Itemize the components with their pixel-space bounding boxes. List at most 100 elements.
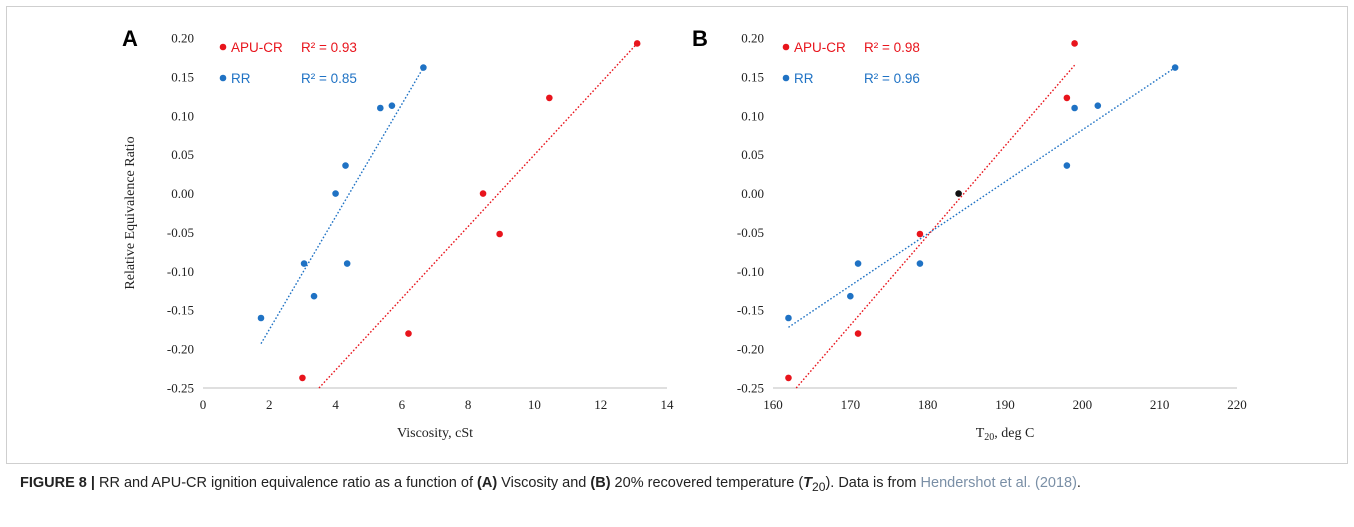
data-point-rr <box>377 104 384 112</box>
caption-text-2: Viscosity and <box>497 475 591 491</box>
y-tick-label: 0.00 <box>741 186 764 201</box>
data-point-apu-cr <box>479 190 487 197</box>
data-point-apu-cr <box>854 330 862 337</box>
y-tick-label: 0.10 <box>171 108 194 123</box>
trendline-rr <box>260 67 425 345</box>
caption-text-3: 20% recovered temperature ( <box>610 475 804 491</box>
caption-text-1: RR and APU-CR ignition equivalence ratio… <box>94 475 478 491</box>
data-point-apu-cr <box>1063 94 1071 102</box>
caption-b: (B) <box>590 475 611 491</box>
data-point-rr <box>300 260 308 267</box>
data-point-rr <box>342 162 349 169</box>
figure-caption: FIGURE 8 | RR and APU-CR ignition equiva… <box>20 472 1340 498</box>
y-tick-label: -0.20 <box>167 342 194 357</box>
panel-letter: B <box>692 26 708 51</box>
y-tick-label: 0.10 <box>741 108 764 123</box>
x-axis-title: T20, deg C <box>976 426 1035 443</box>
data-point-apu-cr <box>299 374 306 382</box>
data-point-rr <box>257 314 265 322</box>
data-point-rr <box>420 64 427 71</box>
figure-svg: A 0.20 0.15 0.10 0.05 0.00 -0.05 -0.10 -0.15 -0.2… <box>122 26 1247 443</box>
y-tick-label: 0.05 <box>741 147 764 162</box>
legend-entry-apu-cr: APU-CR <box>231 40 283 55</box>
x-tick-label: 2 <box>266 397 273 412</box>
chart-panel-a: A 0.20 0.15 0.10 0.05 0.00 -0.05 -0.10 -0.15 -0.2… <box>122 26 674 441</box>
data-point-rr <box>1063 162 1071 169</box>
data-point-rr <box>388 102 396 109</box>
x-tick-label: 0 <box>200 397 207 412</box>
x-tick-label: 8 <box>465 397 472 412</box>
x-tick-label: 6 <box>399 397 406 412</box>
legend-marker <box>782 43 790 51</box>
x-tick-label: 14 <box>661 397 675 412</box>
y-tick-label: 0.05 <box>171 147 194 162</box>
y-tick-label: 0.00 <box>171 186 194 201</box>
legend-r2: R² = 0.98 <box>864 40 920 55</box>
y-tick-label: -0.10 <box>167 264 194 279</box>
data-point-rr <box>1071 104 1078 112</box>
x-tick-label: 220 <box>1227 397 1247 412</box>
y-tick-label: 0.15 <box>171 69 194 84</box>
y-axis-title: Relative Equivalence Ratio <box>123 136 138 289</box>
data-point-rr <box>916 260 924 267</box>
legend-entry-rr: RR <box>231 71 251 86</box>
chart-panel-b: B 0.20 0.15 0.10 0.05 0.00 -0.05 -0.10 -0.15 -0.2… <box>692 26 1247 443</box>
y-tick-label: 0.15 <box>741 69 764 84</box>
trendline-rr <box>788 66 1176 328</box>
x-tick-label: 200 <box>1073 397 1093 412</box>
data-point-rr <box>1171 64 1179 71</box>
legend-marker <box>219 74 227 82</box>
x-tick-label: 160 <box>763 397 783 412</box>
caption-symbol-sub: 20 <box>812 479 826 494</box>
legend-r2: R² = 0.85 <box>301 71 357 86</box>
legend-entry-rr: RR <box>794 71 814 86</box>
y-tick-label: -0.15 <box>737 303 764 318</box>
caption-label: FIGURE 8 | <box>20 475 95 491</box>
caption-symbol: T <box>803 475 813 491</box>
data-point-apu-cr <box>633 40 641 47</box>
caption-citation[interactable]: Hendershot et al. (2018) <box>920 475 1077 491</box>
x-tick-label: 4 <box>332 397 339 412</box>
data-point-apu-cr <box>785 374 792 382</box>
data-point-rr <box>1094 102 1102 109</box>
y-tick-label: -0.25 <box>167 381 194 396</box>
data-point-rr <box>343 260 351 267</box>
data-point-apu-cr <box>496 230 503 238</box>
x-axis-title-main: T <box>976 426 985 441</box>
x-tick-label: 10 <box>528 397 541 412</box>
panel-letter: A <box>122 26 138 51</box>
trendline-apu-cr <box>795 64 1076 389</box>
legend-marker <box>219 43 227 51</box>
data-point-series-2 <box>955 190 962 197</box>
y-tick-label: -0.05 <box>167 225 194 240</box>
legend-marker <box>782 74 790 82</box>
y-tick-label: -0.05 <box>737 225 764 240</box>
y-tick-label: -0.20 <box>737 342 764 357</box>
x-axis-title: Viscosity, cSt <box>397 426 473 441</box>
data-point-apu-cr <box>916 230 924 238</box>
x-tick-label: 180 <box>918 397 938 412</box>
x-tick-label: 170 <box>841 397 861 412</box>
y-tick-label: -0.15 <box>167 303 194 318</box>
data-point-rr <box>847 292 854 300</box>
y-tick-label: 0.20 <box>741 31 764 46</box>
x-axis-title-sub: 20 <box>984 432 994 443</box>
caption-a: (A) <box>477 475 498 491</box>
y-tick-label: -0.25 <box>737 381 764 396</box>
caption-text-4: ). Data is from <box>825 475 921 491</box>
data-point-rr <box>785 314 792 322</box>
y-tick-label: -0.10 <box>737 264 764 279</box>
legend-r2: R² = 0.93 <box>301 40 357 55</box>
data-point-apu-cr <box>1071 40 1078 47</box>
data-point-apu-cr <box>546 94 553 102</box>
x-tick-label: 210 <box>1150 397 1170 412</box>
legend-r2: R² = 0.96 <box>864 71 920 86</box>
legend-entry-apu-cr: APU-CR <box>794 40 846 55</box>
data-point-rr <box>310 292 318 300</box>
x-tick-label: 190 <box>995 397 1015 412</box>
x-tick-label: 12 <box>594 397 607 412</box>
trendline-apu-cr <box>318 42 638 389</box>
y-tick-label: 0.20 <box>171 31 194 46</box>
x-axis-title-rest: , deg C <box>994 426 1034 441</box>
data-point-rr <box>854 260 862 267</box>
